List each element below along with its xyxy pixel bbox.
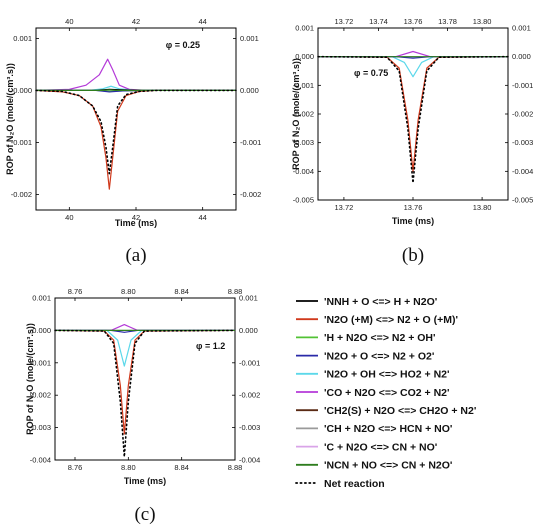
panel-c-ytick-left: 0.000 xyxy=(32,326,51,335)
panel-b-xlabel: Time (ms) xyxy=(392,216,434,226)
legend-entry-label: 'CH + N2O <=> HCN + NO' xyxy=(324,423,452,435)
panel-c-ytick-right: -0.004 xyxy=(239,456,260,465)
panel-a-plot-frame xyxy=(35,27,237,211)
panel-a-xtick-top: 42 xyxy=(132,17,140,26)
panel-b-series-line xyxy=(317,56,509,172)
panel-c-xtick-top: 8.84 xyxy=(174,287,189,296)
panel-c-ytick-left: -0.002 xyxy=(30,391,51,400)
panel-a-ytick-left: 0.000 xyxy=(13,86,32,95)
panel-b-ytick-right: -0.003 xyxy=(512,138,533,147)
panel-c-ytick-right: -0.002 xyxy=(239,391,260,400)
panel-a-xtick-bottom: 40 xyxy=(65,213,73,222)
legend-entry-label: Net reaction xyxy=(324,478,385,490)
panel-c-plot-frame xyxy=(54,297,236,461)
panel-b-ytick-right: -0.002 xyxy=(512,110,533,119)
panel-a-ytick-left: 0.001 xyxy=(13,34,32,43)
panel-b-xtick-bottom: 13.80 xyxy=(473,203,492,212)
panel-a-ylabel: ROP of N₂O (mole/(cm³.s)) xyxy=(5,63,15,175)
panel-b-ytick-right: -0.004 xyxy=(512,167,533,176)
panel-a-label: (a) xyxy=(125,245,146,266)
panel-c-ylabel: ROP of N₂O (mole/(cm³.s)) xyxy=(25,323,35,435)
panel-c-ytick-right: 0.001 xyxy=(239,294,258,303)
panel-c-xtick-bottom: 8.80 xyxy=(121,463,136,472)
panel-b-ytick-left: -0.002 xyxy=(293,110,314,119)
panel-b-series-line xyxy=(317,55,509,184)
panel-c-xtick-top: 8.76 xyxy=(68,287,83,296)
legend-entry-label: 'N2O (+M) <=> N2 + O (+M)' xyxy=(324,314,458,326)
panel-b-annotation: φ = 0.75 xyxy=(354,68,388,78)
panel-c-xtick-bottom: 8.88 xyxy=(228,463,243,472)
panel-c-xtick-bottom: 8.76 xyxy=(68,463,83,472)
panel-c-ytick-left: -0.001 xyxy=(30,358,51,367)
panel-a-ytick-right: -0.001 xyxy=(240,138,261,147)
panel-c-series-line xyxy=(55,323,235,331)
legend-entry-label: 'N2O + O <=> N2 + O2' xyxy=(324,350,434,362)
panel-c-xlabel: Time (ms) xyxy=(124,476,166,486)
panel-a-xtick-top: 44 xyxy=(198,17,206,26)
panel-b-xtick-bottom: 13.76 xyxy=(404,203,423,212)
panel-c-annotation: φ = 1.2 xyxy=(196,341,225,351)
panel-b-xtick-bottom: 13.72 xyxy=(335,203,354,212)
panel-c-ytick-right: 0.000 xyxy=(239,326,258,335)
panel-c-ytick-left: -0.003 xyxy=(30,423,51,432)
panel-b-series-line xyxy=(318,50,508,58)
panel-a-annotation: φ = 0.25 xyxy=(166,40,200,50)
panel-a-series-line xyxy=(35,89,237,175)
legend-entry-label: 'N2O + OH <=> HO2 + N2' xyxy=(324,369,450,381)
panel-c-label: (c) xyxy=(134,504,155,525)
panel-a-xtick-bottom: 42 xyxy=(132,213,140,222)
panel-a-series-line xyxy=(35,58,236,92)
panel-c-xtick-top: 8.88 xyxy=(228,287,243,296)
panel-b-series-line xyxy=(318,56,508,78)
panel-b-ytick-left: -0.005 xyxy=(293,196,314,205)
panel-a-series-line xyxy=(35,89,236,190)
panel-a-ytick-right: -0.002 xyxy=(240,190,261,199)
panel-b-ytick-right: 0.000 xyxy=(512,52,531,61)
panel-b: 0.001 0.000 -0.001 -0.002 -0.003 -0.004 -0.005… xyxy=(291,17,533,266)
legend-entry-label: 'H + N2O <=> N2 + OH' xyxy=(324,332,436,344)
panel-b-ylabel: ROP of N₂O (mole/(cm³.s)) xyxy=(291,58,301,170)
panel-c-marks: 0.001 0.000 -0.001 -0.002 -0.003 -0.004 0.001 0… xyxy=(30,287,261,472)
panel-b-xtick-top: 13.74 xyxy=(369,17,388,26)
panel-c-ytick-left: 0.001 xyxy=(32,294,51,303)
panel-a-ytick-left: -0.001 xyxy=(11,138,32,147)
panel-a-xtick-top: 40 xyxy=(65,17,73,26)
panel-b-xtick-top: 13.76 xyxy=(404,17,423,26)
panel-c-series-line xyxy=(54,329,236,458)
legend-entry-label: 'NNH + O <=> H + N2O' xyxy=(324,296,437,308)
panel-a-ytick-left: -0.002 xyxy=(11,190,32,199)
panel-b-plot-frame xyxy=(317,27,509,201)
panel-b-ytick-left: -0.003 xyxy=(293,138,314,147)
panel-b-label: (b) xyxy=(402,245,424,266)
panel-b-ytick-right: -0.005 xyxy=(512,196,533,205)
panel-a-marks: 0.001 0.000 -0.001 -0.002 0.001 0.000 -0.001 -0… xyxy=(11,17,262,222)
panel-b-ytick-right: -0.001 xyxy=(512,81,533,90)
panel-b-ytick-left: 0.001 xyxy=(295,24,314,33)
legend-entry-label: 'NCN + NO <=> CN + N2O' xyxy=(324,460,452,472)
panel-b-ytick-left: -0.004 xyxy=(293,167,314,176)
panel-a-ytick-right: 0.001 xyxy=(240,34,259,43)
panel-c-ytick-right: -0.003 xyxy=(239,423,260,432)
panel-b-ytick-left: -0.001 xyxy=(293,81,314,90)
panel-a-xtick-bottom: 44 xyxy=(198,213,206,222)
panel-c-xtick-bottom: 8.84 xyxy=(174,463,189,472)
panel-b-xtick-top: 13.80 xyxy=(473,17,492,26)
panel-a-ytick-right: 0.000 xyxy=(240,86,259,95)
panel-b-ytick-left: 0.000 xyxy=(295,52,314,61)
panel-a: 0.001 0.000 -0.001 -0.002 0.001 0.000 -0.001 -0… xyxy=(5,17,261,266)
panel-c-xtick-top: 8.80 xyxy=(121,287,136,296)
panel-c-ytick-left: -0.004 xyxy=(30,456,51,465)
legend-entry-label: 'CO + N2O <=> CO2 + N2' xyxy=(324,387,450,399)
panel-c-ytick-right: -0.001 xyxy=(239,358,260,367)
panel-b-ytick-right: 0.001 xyxy=(512,24,531,33)
panel-b-xtick-top: 13.72 xyxy=(335,17,354,26)
panel-a-xlabel: Time (ms) xyxy=(115,218,157,228)
legend: 'NNH + O <=> H + N2O' 'N2O (+M) <=> N2 + … xyxy=(295,296,476,490)
panel-b-marks: 0.001 0.000 -0.001 -0.002 -0.003 -0.004 -0.005… xyxy=(293,17,534,212)
legend-entry-label: 'C + N2O <=> CN + NO' xyxy=(324,441,437,453)
panel-c: 0.001 0.000 -0.001 -0.002 -0.003 -0.004 0.001 0… xyxy=(25,287,260,525)
legend-entry-label: 'CH2(S) + N2O <=> CH2O + N2' xyxy=(324,405,476,417)
panel-b-xtick-top: 13.78 xyxy=(438,17,457,26)
